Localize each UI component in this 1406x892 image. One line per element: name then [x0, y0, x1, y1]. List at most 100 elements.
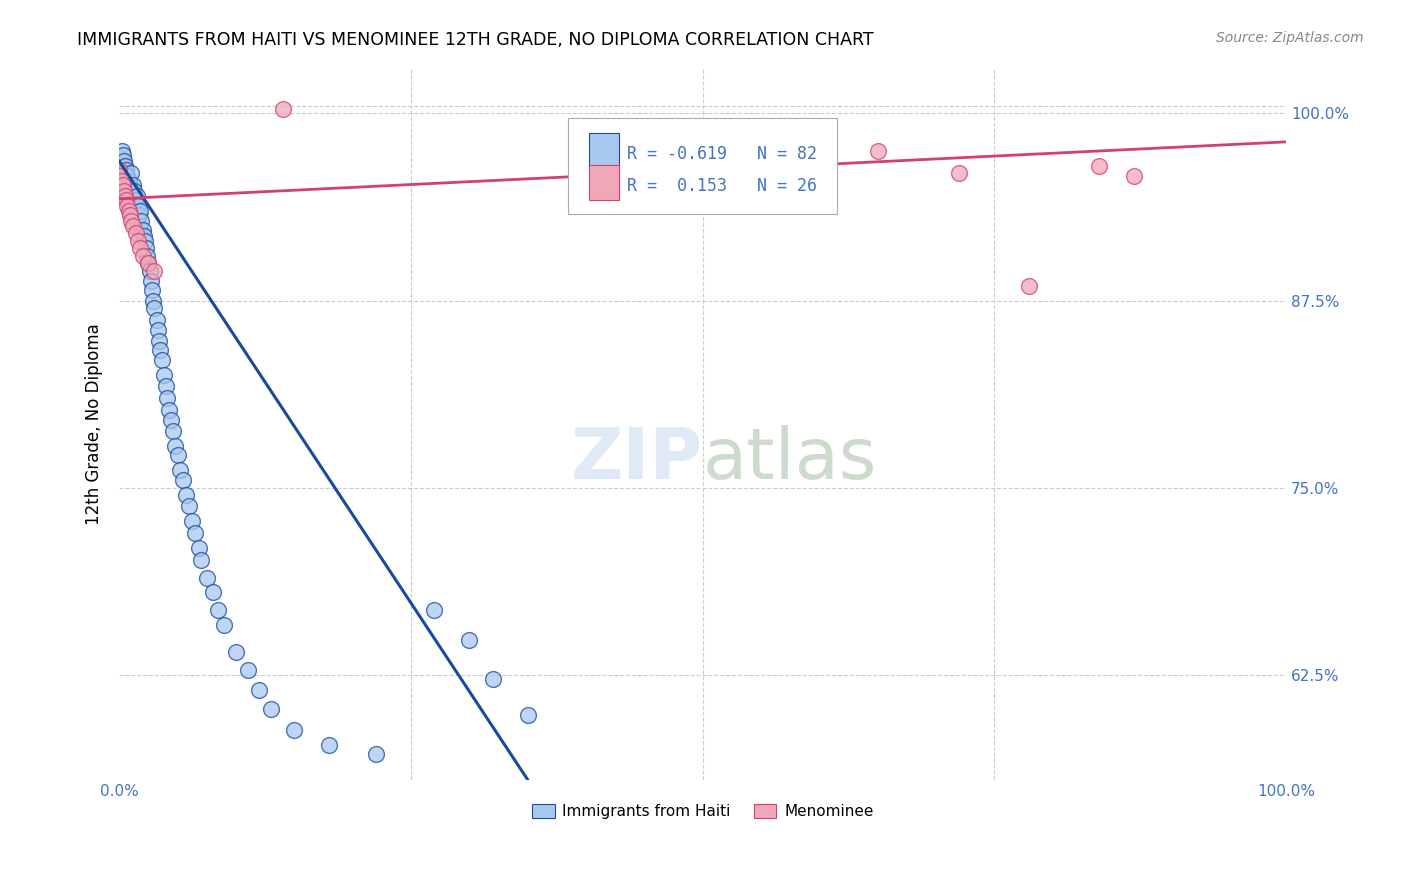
Point	[155, 379, 177, 393]
Point	[128, 208, 150, 222]
Point	[236, 663, 259, 677]
Point	[112, 154, 135, 169]
Point	[146, 324, 169, 338]
Point	[129, 223, 152, 237]
Point	[118, 203, 141, 218]
Point	[184, 525, 207, 540]
Point	[207, 603, 229, 617]
Point	[120, 184, 142, 198]
Point	[145, 313, 167, 327]
Legend: Immigrants from Haiti, Menominee: Immigrants from Haiti, Menominee	[526, 798, 880, 825]
Y-axis label: 12th Grade, No Diploma: 12th Grade, No Diploma	[86, 323, 103, 524]
Point	[948, 166, 970, 180]
Bar	[589, 133, 619, 168]
Point	[124, 208, 146, 222]
Point	[516, 708, 538, 723]
Point	[195, 570, 218, 584]
Point	[110, 144, 132, 158]
Point	[111, 148, 134, 162]
Point	[112, 181, 135, 195]
Point	[122, 178, 145, 193]
Point	[225, 645, 247, 659]
Point	[132, 229, 155, 244]
Point	[149, 343, 172, 357]
Point	[120, 166, 142, 180]
Point	[169, 463, 191, 477]
Text: atlas: atlas	[703, 425, 877, 494]
Point	[127, 199, 149, 213]
Text: R =  0.153   N = 26: R = 0.153 N = 26	[627, 177, 817, 194]
Point	[117, 174, 139, 188]
Point	[131, 214, 153, 228]
Point	[129, 241, 152, 255]
Point	[136, 249, 159, 263]
Point	[162, 424, 184, 438]
Point	[124, 184, 146, 198]
Point	[714, 163, 737, 178]
Point	[111, 178, 134, 193]
Point	[481, 673, 503, 687]
Point	[179, 499, 201, 513]
Point	[138, 256, 160, 270]
Point	[108, 159, 131, 173]
Point	[159, 402, 181, 417]
Point	[364, 747, 387, 761]
Point	[458, 633, 481, 648]
Point	[143, 301, 166, 315]
Point	[1123, 169, 1146, 184]
Text: R = -0.619   N = 82: R = -0.619 N = 82	[627, 145, 817, 163]
Point	[180, 514, 202, 528]
Point	[1018, 278, 1040, 293]
Point	[122, 199, 145, 213]
Point	[138, 256, 160, 270]
Point	[117, 203, 139, 218]
Point	[114, 188, 136, 202]
Point	[124, 226, 146, 240]
Point	[1088, 159, 1111, 173]
Point	[118, 208, 141, 222]
Point	[201, 585, 224, 599]
Point	[115, 163, 138, 178]
Point	[423, 603, 446, 617]
Point	[127, 234, 149, 248]
Point	[134, 234, 156, 248]
Point	[174, 488, 197, 502]
Point	[117, 199, 139, 213]
Point	[110, 152, 132, 166]
Point	[247, 682, 270, 697]
Point	[125, 214, 148, 228]
Point	[141, 283, 163, 297]
Point	[129, 203, 152, 218]
Point	[122, 219, 145, 233]
Point	[110, 166, 132, 180]
Point	[114, 166, 136, 180]
Point	[166, 448, 188, 462]
Point	[117, 199, 139, 213]
Point	[866, 144, 889, 158]
Text: IMMIGRANTS FROM HAITI VS MENOMINEE 12TH GRADE, NO DIPLOMA CORRELATION CHART: IMMIGRANTS FROM HAITI VS MENOMINEE 12TH …	[77, 31, 875, 49]
Point	[138, 263, 160, 277]
Point	[114, 188, 136, 202]
Point	[148, 334, 170, 348]
Point	[115, 194, 138, 208]
Point	[121, 188, 143, 202]
Point	[110, 174, 132, 188]
Point	[156, 391, 179, 405]
Point	[283, 723, 305, 738]
Point	[152, 368, 174, 383]
Point	[143, 263, 166, 277]
Text: ZIP: ZIP	[571, 425, 703, 494]
Point	[172, 473, 194, 487]
Point	[131, 249, 153, 263]
Point	[110, 169, 132, 184]
Point	[214, 618, 236, 632]
Point	[318, 738, 340, 752]
Point	[190, 552, 212, 566]
Point	[142, 293, 165, 308]
Point	[117, 194, 139, 208]
Point	[117, 169, 139, 184]
Point	[271, 102, 294, 116]
Point	[139, 274, 162, 288]
Point	[159, 413, 181, 427]
Point	[165, 439, 187, 453]
